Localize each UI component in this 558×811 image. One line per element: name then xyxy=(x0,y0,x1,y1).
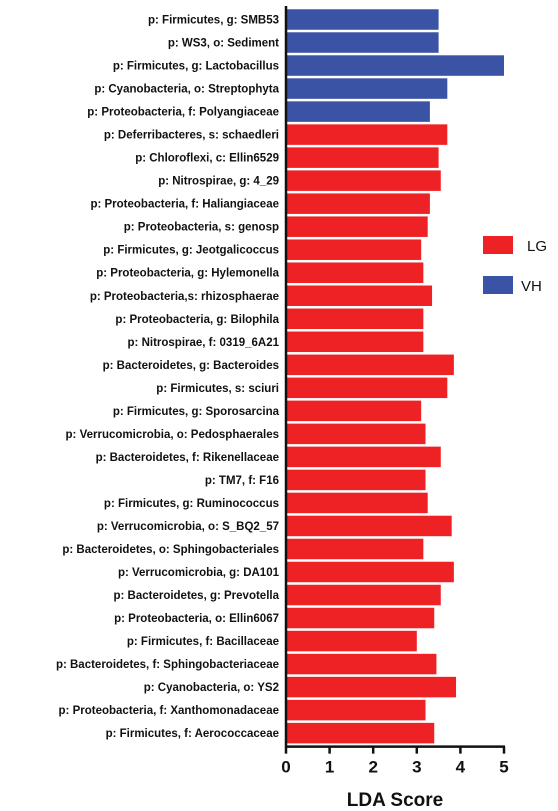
category-label: p: Firmicutes, g: Jeotgalicoccus xyxy=(103,245,279,257)
bar xyxy=(286,699,426,721)
bar xyxy=(286,216,428,237)
bar xyxy=(286,400,422,422)
bar xyxy=(286,561,454,583)
category-label: p: Proteobacteria, s: genosp xyxy=(124,222,279,234)
category-label: p: Firmicutes, f: Bacillaceae xyxy=(127,636,279,648)
bar xyxy=(286,676,457,698)
x-tick-label: 3 xyxy=(412,758,421,777)
category-label: p: Firmicutes, g: Sporosarcina xyxy=(113,406,280,418)
category-label: p: Nitrospirae, g: 4_29 xyxy=(158,176,279,188)
category-label: p: Verrucomicrobia, g: DA101 xyxy=(118,567,280,579)
category-label: p: Proteobacteria, g: Hylemonella xyxy=(96,268,279,280)
bar xyxy=(286,55,504,76)
bar xyxy=(286,9,439,30)
bar xyxy=(286,492,428,514)
category-label: p: Proteobacteria, f: Haliangiaceae xyxy=(90,199,279,211)
x-tick-label: 1 xyxy=(325,758,334,777)
bar xyxy=(286,78,448,99)
category-label: p: Bacteroidetes, f: Rikenellaceae xyxy=(96,452,279,464)
category-labels: p: Firmicutes, g: SMB53 p: WS3, o: Sedime… xyxy=(56,15,280,741)
bar xyxy=(286,170,441,191)
category-label: p: Firmicutes, f: Aerococcaceae xyxy=(106,728,279,740)
category-label: p: Cyanobacteria, o: Streptophyta xyxy=(94,84,279,96)
category-label: p: Nitrospirae, f: 0319_6A21 xyxy=(128,337,280,349)
category-label: p: Proteobacteria, f: Polyangiaceae xyxy=(87,107,279,119)
bar xyxy=(286,446,441,468)
x-tick-label: 2 xyxy=(368,758,377,777)
category-label: p: Chloroflexi, c: Ellin6529 xyxy=(135,153,279,165)
category-label: p: Proteobacteria, g: Bilophila xyxy=(115,314,279,326)
bar xyxy=(286,354,454,376)
legend-swatch xyxy=(483,276,513,294)
bar xyxy=(286,147,439,168)
legend-swatch xyxy=(483,236,513,254)
bar xyxy=(286,722,435,744)
bar xyxy=(286,607,435,629)
bar xyxy=(286,515,452,537)
x-tick-label: 5 xyxy=(499,758,508,777)
category-label: p: Proteobacteria, f: Xanthomonadaceae xyxy=(59,705,279,717)
category-label: p: WS3, o: Sediment xyxy=(168,38,279,50)
legend-label: LG xyxy=(527,238,547,255)
category-label: p: Deferribacteres, s: schaedleri xyxy=(104,130,279,142)
x-tick-label: 0 xyxy=(281,758,290,777)
bars-layer xyxy=(286,9,504,744)
category-label: p: Bacteroidetes, g: Prevotella xyxy=(113,590,279,602)
x-axis-title: LDA Score xyxy=(347,790,443,811)
category-label: p: Firmicutes, g: SMB53 xyxy=(148,15,279,27)
category-label: p: Firmicutes, s: sciuri xyxy=(156,383,279,395)
bar xyxy=(286,101,430,122)
category-label: p: TM7, f: F16 xyxy=(205,475,279,487)
x-axis: 0 1 2 3 4 5 xyxy=(281,6,509,777)
bar xyxy=(286,584,441,606)
legend: LG VH xyxy=(483,236,547,295)
legend-label: VH xyxy=(521,278,542,295)
bar xyxy=(286,331,424,353)
bar xyxy=(286,124,448,145)
bar xyxy=(286,262,424,283)
category-label: p: Verrucomicrobia, o: S_BQ2_57 xyxy=(97,521,279,533)
bar xyxy=(286,469,426,491)
category-label: p: Cyanobacteria, o: YS2 xyxy=(144,682,279,694)
category-label: p: Bacteroidetes, g: Bacteroides xyxy=(103,360,279,372)
bar xyxy=(286,538,424,560)
category-label: p: Proteobacteria, o: Ellin6067 xyxy=(114,613,279,625)
bar xyxy=(286,285,433,306)
category-label: p: Firmicutes, g: Ruminococcus xyxy=(104,498,279,510)
bar xyxy=(286,630,417,652)
category-label: p: Verrucomicrobia, o: Pedosphaerales xyxy=(66,429,279,441)
category-label: p: Bacteroidetes, f: Sphingobacteriaceae xyxy=(56,659,279,671)
bar xyxy=(286,308,424,330)
bar xyxy=(286,653,437,675)
bar xyxy=(286,239,422,260)
x-tick-label: 4 xyxy=(456,758,466,777)
bar xyxy=(286,32,439,53)
category-label: p: Firmicutes, g: Lactobacillus xyxy=(113,61,279,73)
category-label: p: Bacteroidetes, o: Sphingobacteriales xyxy=(62,544,279,556)
bar xyxy=(286,423,426,445)
bar xyxy=(286,193,430,214)
category-label: p: Proteobacteria,s: rhizosphaerae xyxy=(90,291,279,303)
bar xyxy=(286,377,448,399)
